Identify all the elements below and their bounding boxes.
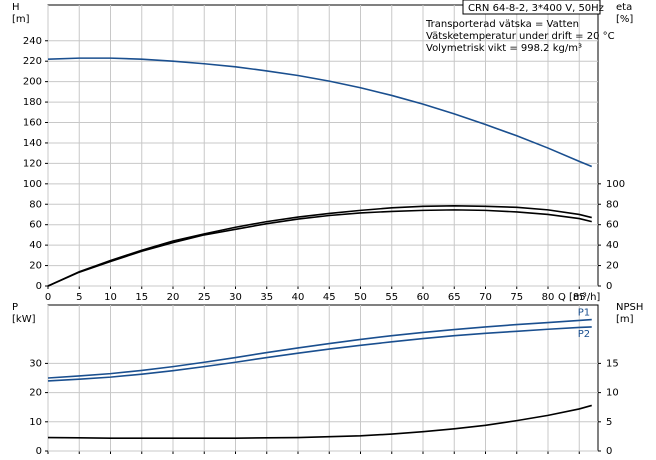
y-tick-label: 100 [23, 179, 42, 190]
x-tick-label: 10 [104, 292, 117, 303]
y-axis-label: H [12, 2, 20, 13]
y-tick-label: 20 [29, 261, 42, 272]
x-tick-label: 60 [417, 292, 430, 303]
annotation: Vätsketemperatur under drift = 20 °C [426, 31, 615, 42]
x-axis-label: Q [m³/h] [558, 292, 600, 303]
series-label: P1 [578, 308, 590, 319]
x-tick-label: 20 [167, 292, 180, 303]
data-line [47, 318, 592, 379]
y-tick-label: 160 [23, 118, 42, 129]
y2-tick-label: 15 [606, 358, 619, 369]
y2-tick-label: 5 [606, 417, 612, 428]
data-line [47, 209, 592, 287]
y2-axis-label: NPSH [616, 302, 643, 313]
y-tick-label: 0 [36, 281, 42, 292]
y2-tick-label: 0 [606, 281, 612, 292]
y-tick-label: 60 [29, 220, 42, 231]
x-tick-label: 85 [573, 292, 586, 303]
data-line [47, 326, 592, 382]
series-label: P2 [578, 329, 590, 340]
annotation: Volymetrisk vikt = 998.2 kg/m³ [426, 43, 582, 54]
x-tick-label: 45 [323, 292, 336, 303]
x-tick-label: 15 [135, 292, 148, 303]
y2-tick-label: 80 [606, 199, 619, 210]
y-tick-label: 240 [23, 36, 42, 47]
x-tick-label: 55 [385, 292, 398, 303]
data-line [47, 57, 593, 168]
x-tick-label: 70 [479, 292, 492, 303]
x-tick-label: 75 [510, 292, 523, 303]
y2-axis-unit: [%] [616, 14, 633, 25]
y-tick-label: 200 [23, 77, 42, 88]
y-tick-label: 120 [23, 158, 42, 169]
x-tick-label: 80 [542, 292, 555, 303]
plot-frame [47, 304, 599, 452]
y-tick-label: 0 [36, 446, 42, 457]
x-tick-label: 30 [229, 292, 242, 303]
x-tick-label: 25 [198, 292, 211, 303]
y2-tick-label: 0 [606, 446, 612, 457]
y-tick-label: 20 [29, 388, 42, 399]
data-line [47, 204, 592, 287]
x-tick-label: 50 [354, 292, 367, 303]
y2-tick-label: 60 [606, 220, 619, 231]
x-tick-label: 40 [292, 292, 305, 303]
y2-tick-label: 10 [606, 388, 619, 399]
y-tick-label: 140 [23, 138, 42, 149]
header: CRN 64-8-2, 3*400 V, 50Hz [468, 3, 604, 14]
x-tick-label: 35 [260, 292, 273, 303]
x-tick-label: 0 [45, 292, 51, 303]
y-tick-label: 40 [29, 240, 42, 251]
data-line [47, 404, 592, 439]
y-axis-unit: [kW] [12, 314, 36, 325]
y2-axis-label: eta [616, 2, 632, 13]
y2-axis-unit: [m] [616, 314, 634, 325]
y-tick-label: 180 [23, 97, 42, 108]
header-box [462, 0, 601, 15]
y-tick-label: 30 [29, 358, 42, 369]
y-axis-unit: [m] [12, 14, 30, 25]
y-tick-label: 220 [23, 56, 42, 67]
y-tick-label: 10 [29, 417, 42, 428]
y2-tick-label: 100 [606, 179, 625, 190]
y2-tick-label: 20 [606, 261, 619, 272]
x-tick-label: 5 [76, 292, 82, 303]
y-axis-label: P [12, 302, 18, 313]
x-tick-label: 65 [448, 292, 461, 303]
y-tick-label: 80 [29, 199, 42, 210]
y2-tick-label: 40 [606, 240, 619, 251]
annotation: Transporterad vätska = Vatten [425, 19, 579, 30]
